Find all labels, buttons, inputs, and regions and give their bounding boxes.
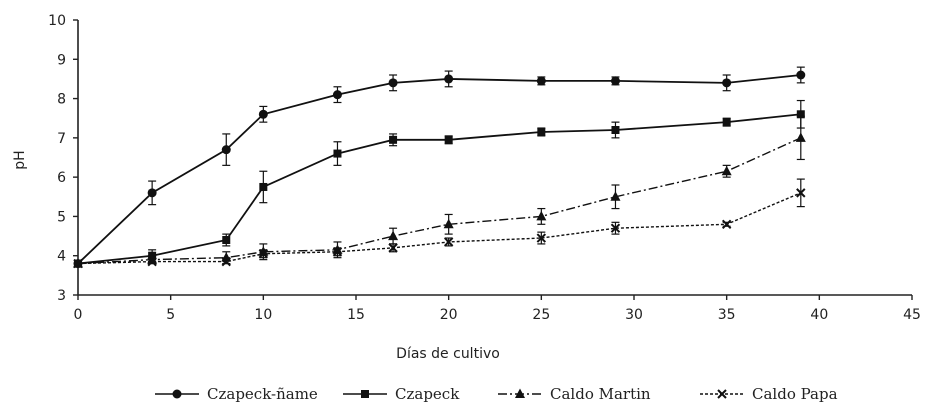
data-point	[796, 188, 806, 198]
legend-item-czapeck-name: Czapeck-ñame	[155, 385, 318, 403]
series-line-caldo-martin	[77, 137, 802, 265]
x-marker-stroke	[332, 247, 343, 257]
legend-item-caldo-martin: Caldo Martin	[498, 385, 651, 403]
data-point	[536, 233, 547, 243]
data-point	[721, 219, 732, 229]
data-point	[443, 237, 454, 247]
legend-item-czapeck: Czapeck	[343, 385, 460, 403]
legend-label: Czapeck	[395, 385, 460, 403]
data-point	[259, 182, 268, 191]
x-marker-stroke	[221, 256, 231, 267]
series-caldo-papa	[73, 178, 806, 269]
data-point	[258, 109, 268, 119]
data-point	[722, 78, 732, 88]
data-point	[333, 149, 342, 158]
series-line-czapeck-name	[77, 74, 801, 265]
series-line-caldo-papa	[77, 192, 802, 265]
data-point	[221, 256, 231, 267]
y-tick-label: 8	[57, 92, 66, 108]
y-axis-ticks: 3 4 5 6 7 8 9 10	[48, 13, 78, 304]
x-tick-label: 40	[810, 307, 828, 323]
series-czapeck	[74, 99, 805, 268]
data-point	[73, 258, 83, 269]
x-tick-label: 45	[903, 307, 921, 323]
x-tick-label: 35	[718, 307, 736, 323]
y-tick-label: 9	[57, 52, 66, 68]
legend-marker-circle-icon	[172, 389, 182, 399]
data-point	[332, 247, 343, 257]
legend-marker-x-icon	[717, 389, 727, 399]
data-point	[258, 249, 269, 259]
x-marker-stroke	[147, 256, 157, 267]
data-point	[221, 145, 231, 155]
data-point	[147, 256, 157, 267]
data-point	[147, 188, 157, 198]
data-point	[537, 127, 546, 136]
x-marker-stroke	[796, 188, 806, 198]
data-point	[388, 230, 399, 241]
data-point	[722, 118, 731, 127]
x-tick-label: 5	[166, 307, 175, 323]
x-marker-stroke	[258, 249, 269, 259]
x-tick-label: 0	[74, 307, 83, 323]
y-axis-title: pH	[12, 150, 28, 169]
x-axis-title: Días de cultivo	[396, 346, 500, 362]
data-point	[536, 76, 546, 86]
x-tick-label: 20	[440, 307, 458, 323]
x-marker-stroke	[73, 258, 83, 269]
data-point	[332, 90, 342, 100]
x-tick-label: 25	[532, 307, 550, 323]
data-point	[611, 126, 620, 134]
x-marker-stroke	[443, 237, 454, 247]
data-point	[610, 76, 620, 86]
x-marker-stroke	[536, 233, 547, 243]
data-point	[610, 191, 621, 201]
y-tick-label: 5	[57, 209, 66, 225]
data-point	[388, 243, 398, 253]
x-tick-label: 30	[625, 307, 643, 323]
data-point	[721, 165, 732, 176]
series-line-czapeck	[77, 113, 801, 265]
y-tick-label: 4	[57, 249, 66, 265]
x-tick-label: 15	[347, 307, 365, 323]
data-point	[443, 218, 454, 229]
y-tick-label: 10	[48, 13, 66, 29]
data-point	[222, 236, 231, 244]
data-point	[389, 135, 398, 144]
legend-label: Czapeck-ñame	[207, 385, 318, 403]
legend-item-caldo-papa: Caldo Papa	[700, 385, 838, 403]
legend-label: Caldo Papa	[752, 385, 838, 403]
data-point	[536, 210, 547, 221]
data-point	[444, 74, 454, 84]
x-marker-stroke	[388, 243, 398, 253]
legend-marker-triangle-icon	[515, 388, 525, 398]
data-point	[610, 223, 621, 233]
series-czapeck-name	[73, 66, 806, 269]
x-axis-ticks: 0 5 10 15 20 25 30 35 40 45	[74, 295, 921, 323]
data-point	[796, 70, 806, 80]
legend-label: Caldo Martin	[550, 385, 651, 403]
data-point	[795, 132, 806, 142]
y-tick-label: 3	[57, 288, 66, 304]
chart-legend: Czapeck-ñame Czapeck Caldo Martin Caldo Pap…	[155, 385, 838, 403]
x-tick-label: 10	[254, 307, 272, 323]
data-point	[444, 135, 453, 144]
data-point	[796, 110, 805, 119]
y-tick-label: 7	[57, 131, 66, 147]
x-marker-stroke	[717, 389, 727, 399]
legend-marker-square-icon	[361, 390, 369, 398]
data-point	[388, 78, 398, 88]
x-marker-stroke	[721, 219, 732, 229]
series-layer	[73, 66, 806, 269]
x-marker-stroke	[610, 223, 621, 233]
y-tick-label: 6	[57, 170, 66, 186]
